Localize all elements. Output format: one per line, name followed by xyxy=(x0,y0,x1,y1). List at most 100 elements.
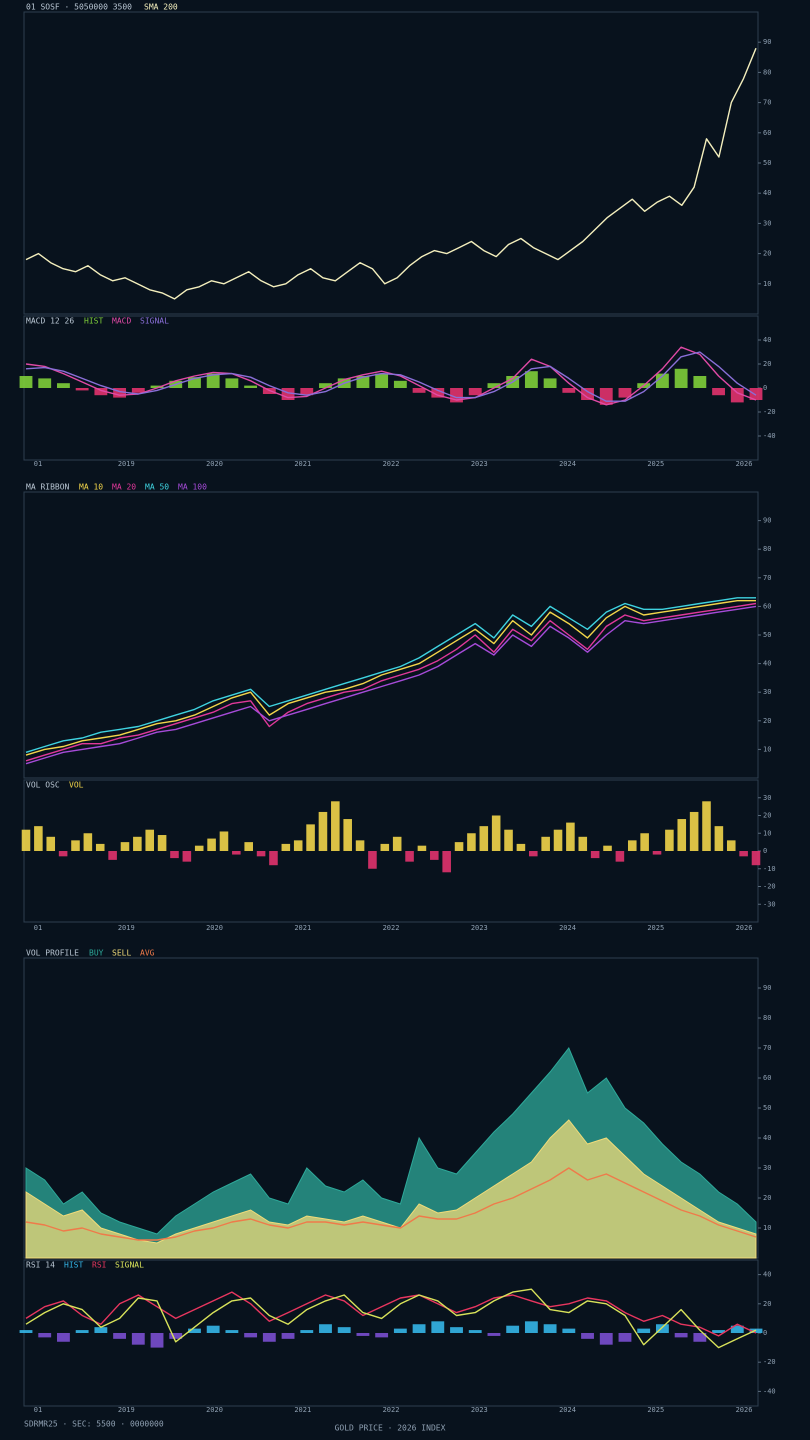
legend-entry: RSI xyxy=(92,1261,107,1270)
bar xyxy=(581,388,594,400)
y-tick-label: 0 xyxy=(763,847,767,855)
bar xyxy=(38,1333,52,1338)
panel-title: MACD 12 26 xyxy=(26,317,74,326)
bar xyxy=(392,836,402,851)
bar xyxy=(57,1333,70,1342)
bar xyxy=(712,1330,725,1333)
bar xyxy=(562,1328,576,1333)
y-tick-label: 90 xyxy=(763,38,771,46)
bar xyxy=(693,376,707,388)
bar xyxy=(581,1333,594,1339)
panel-title: VOL OSC xyxy=(26,781,60,790)
y-tick-label: 40 xyxy=(763,189,771,197)
bar xyxy=(543,1324,557,1333)
x-tick-label: 01 xyxy=(34,1406,42,1414)
bar xyxy=(640,833,649,851)
panel-title: 01 SOSF · 5050000 3500 xyxy=(26,3,132,12)
x-tick-label: 2024 xyxy=(559,460,576,468)
bar xyxy=(693,1333,707,1342)
bar xyxy=(615,851,625,862)
bar xyxy=(188,377,201,388)
y-tick-label: 40 xyxy=(763,660,771,668)
bar xyxy=(113,1333,127,1339)
x-tick-label: 2019 xyxy=(118,924,135,932)
bar xyxy=(232,851,241,855)
bar xyxy=(331,801,340,851)
bar xyxy=(94,388,108,396)
bar xyxy=(150,1333,164,1348)
x-tick-label: 2023 xyxy=(471,1406,488,1414)
bar xyxy=(543,378,557,388)
y-tick-label: -40 xyxy=(763,1387,776,1395)
bar xyxy=(38,378,52,388)
bar xyxy=(479,826,489,851)
bar xyxy=(674,368,688,388)
bar xyxy=(194,845,204,851)
bar xyxy=(219,831,229,851)
bar xyxy=(225,1330,239,1333)
x-tick-label: 2021 xyxy=(294,924,311,932)
y-tick-label: 40 xyxy=(763,1134,771,1142)
x-tick-label: 2019 xyxy=(118,1406,135,1414)
bar xyxy=(702,801,711,851)
footer-center: GOLD PRICE · 2026 INDEX xyxy=(335,1424,446,1433)
bar xyxy=(355,840,365,851)
bar xyxy=(157,835,167,851)
y-tick-label: 10 xyxy=(763,829,771,837)
y-tick-label: 20 xyxy=(763,360,771,368)
bar xyxy=(244,1333,258,1338)
bar xyxy=(133,836,142,851)
y-tick-label: 50 xyxy=(763,159,771,167)
x-tick-label: 2022 xyxy=(383,460,400,468)
bar xyxy=(618,388,632,398)
x-tick-label: 2020 xyxy=(206,1406,223,1414)
line xyxy=(25,351,757,402)
bar xyxy=(256,851,266,857)
y-tick-label: -20 xyxy=(763,883,776,891)
y-tick-label: 10 xyxy=(763,1224,771,1232)
bar xyxy=(442,851,451,873)
line xyxy=(25,602,757,762)
bar xyxy=(714,826,724,851)
panel-title: VOL PROFILE xyxy=(26,949,79,958)
bar xyxy=(454,842,464,851)
bar xyxy=(19,376,33,388)
bar xyxy=(417,845,427,851)
bar xyxy=(524,1321,538,1333)
bar xyxy=(730,388,744,403)
bar xyxy=(356,376,370,388)
bar xyxy=(751,851,761,866)
bar xyxy=(553,829,563,851)
legend-entry: HIST xyxy=(64,1261,83,1270)
bar xyxy=(430,851,439,860)
x-tick-label: 2025 xyxy=(647,460,664,468)
y-tick-label: 60 xyxy=(763,129,771,137)
bar xyxy=(637,1328,651,1333)
bar xyxy=(319,1324,332,1333)
bar xyxy=(516,843,526,851)
bar xyxy=(627,840,637,851)
bar xyxy=(368,851,377,869)
y-tick-label: 70 xyxy=(763,574,771,582)
bar xyxy=(393,380,407,388)
line xyxy=(25,600,756,756)
y-tick-label: 70 xyxy=(763,1044,771,1052)
legend-entry: BUY xyxy=(89,949,104,958)
bar xyxy=(300,388,314,396)
y-tick-label: -40 xyxy=(763,432,776,440)
bar xyxy=(467,833,476,851)
y-tick-label: 20 xyxy=(763,717,771,725)
bar xyxy=(262,1333,276,1342)
y-tick-label: 30 xyxy=(763,794,771,802)
y-tick-label: 10 xyxy=(763,280,771,288)
y-tick-label: 40 xyxy=(763,336,771,344)
bar xyxy=(46,836,56,851)
bar xyxy=(487,1333,501,1336)
y-tick-label: 80 xyxy=(763,68,771,76)
bar xyxy=(375,1333,389,1338)
bar xyxy=(95,843,105,851)
x-tick-label: 2024 xyxy=(559,1406,576,1414)
y-tick-label: 50 xyxy=(763,631,771,639)
bar xyxy=(578,836,588,851)
